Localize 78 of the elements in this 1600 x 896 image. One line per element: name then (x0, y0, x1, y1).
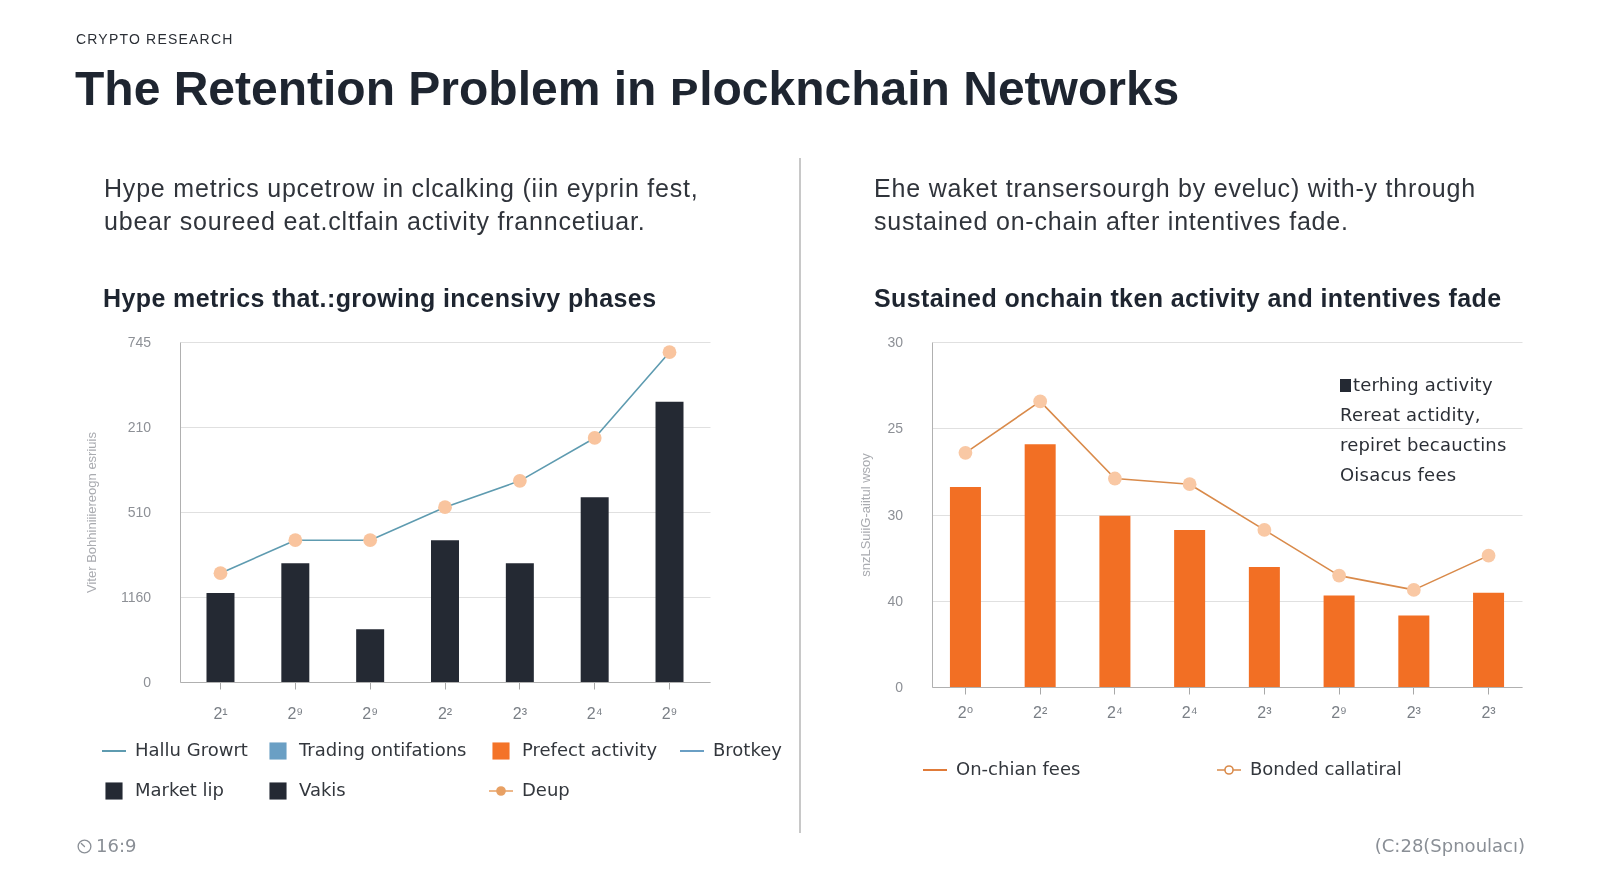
legend-label: Vakis (299, 779, 346, 800)
point (587, 431, 602, 445)
text: CRYPTO RESEARCH (76, 30, 234, 48)
x-tick-label: 2⁴ (1181, 703, 1198, 721)
text: 510 (127, 503, 151, 521)
text: terhing activity (1353, 374, 1493, 395)
text: 0 (895, 678, 903, 696)
text: 1160 (120, 588, 151, 606)
bar (1323, 595, 1355, 687)
chart-title: Sustained onchain tken activity and intentives fade (874, 283, 1502, 313)
point (512, 473, 527, 488)
text: 30 (887, 333, 903, 351)
bar (580, 497, 609, 682)
bar (1248, 567, 1280, 687)
bar (1473, 592, 1505, 687)
legend-label: On-chian fees (956, 758, 1081, 779)
x-tick-label: 2² (1033, 703, 1048, 721)
annotation: Rereat actidity, (1340, 404, 1481, 425)
point (1108, 471, 1122, 486)
x-tick-label: 2³ (512, 704, 528, 722)
x-tick-label: 2² (437, 704, 453, 722)
legend-label: Bonded callatiral (1250, 758, 1402, 779)
x-tick-label: 2⁰ (957, 703, 974, 721)
point (213, 566, 228, 581)
bar (356, 629, 385, 682)
x-tick-label: 2³ (1257, 703, 1273, 721)
x-tick-label: 2⁴ (586, 704, 603, 722)
x-tick-label: 2³ (1406, 703, 1422, 721)
point (1332, 568, 1346, 583)
point (438, 500, 452, 515)
chart-subtitle: Hype metrics upcetrow in clcalking (iin eyprin fest, ubear soureed eat.cltfain activity franncetiuar. (104, 173, 700, 237)
point (1481, 548, 1496, 563)
chart-subtitle: Ehe waket transersourgh by eveluc) with-y through sustained on-chain after intentives fade. (874, 173, 1477, 237)
point (662, 345, 677, 360)
point (958, 445, 973, 460)
annotation: Oisacus fees (1340, 464, 1457, 485)
legend-label: Hallu Growrt (135, 739, 248, 760)
text: The Retention Problem in ᴘlocknchain Networks (75, 61, 1180, 117)
text: 40 (887, 591, 903, 610)
point (1406, 583, 1421, 597)
bar (206, 592, 235, 682)
point (1033, 394, 1048, 409)
chart-title: Hype metrics that.:growing incensivy phases (103, 283, 657, 313)
annotation: repiret becauctins (1340, 434, 1507, 455)
x-tick-label: 2⁹ (287, 704, 304, 722)
bar (281, 563, 310, 682)
legend-label: Deup (522, 779, 570, 800)
legend-label: Market lip (135, 779, 225, 800)
legend-label: Prefect activity (522, 739, 658, 760)
bar (505, 563, 534, 682)
text: 30 (887, 505, 903, 524)
x-tick-label: 2⁴ (1107, 703, 1123, 721)
y-axis-title: Viter Bohhiniiiereogn esriuis (83, 431, 99, 593)
bar (1398, 615, 1430, 687)
text: 745 (127, 333, 151, 351)
bar (1174, 529, 1206, 687)
y-axis-title: snzLSuiiG-aiitul wsoy (857, 452, 873, 577)
bar (1024, 444, 1056, 687)
text: 0 (143, 673, 151, 691)
legend-label: Brotkey (713, 739, 783, 760)
bar (949, 487, 981, 687)
x-tick-label: 2⁹ (1331, 703, 1347, 721)
x-tick-label: 2⁹ (362, 704, 379, 722)
x-tick-label: 2¹ (213, 704, 228, 722)
bar (1099, 515, 1131, 687)
bar (431, 540, 459, 682)
x-tick-label: 2⁹ (661, 704, 678, 722)
bar (655, 401, 684, 682)
point (363, 533, 378, 548)
point (1182, 477, 1197, 492)
text: 16:9 (96, 835, 137, 856)
x-tick-label: 2³ (1481, 703, 1497, 721)
legend-label: Trading ontifations (298, 739, 467, 760)
point (1257, 523, 1272, 537)
point (288, 533, 303, 548)
text: 25 (887, 419, 903, 438)
text: (C:28(Spnoulacı) (1374, 835, 1525, 857)
text: 210 (127, 418, 151, 436)
